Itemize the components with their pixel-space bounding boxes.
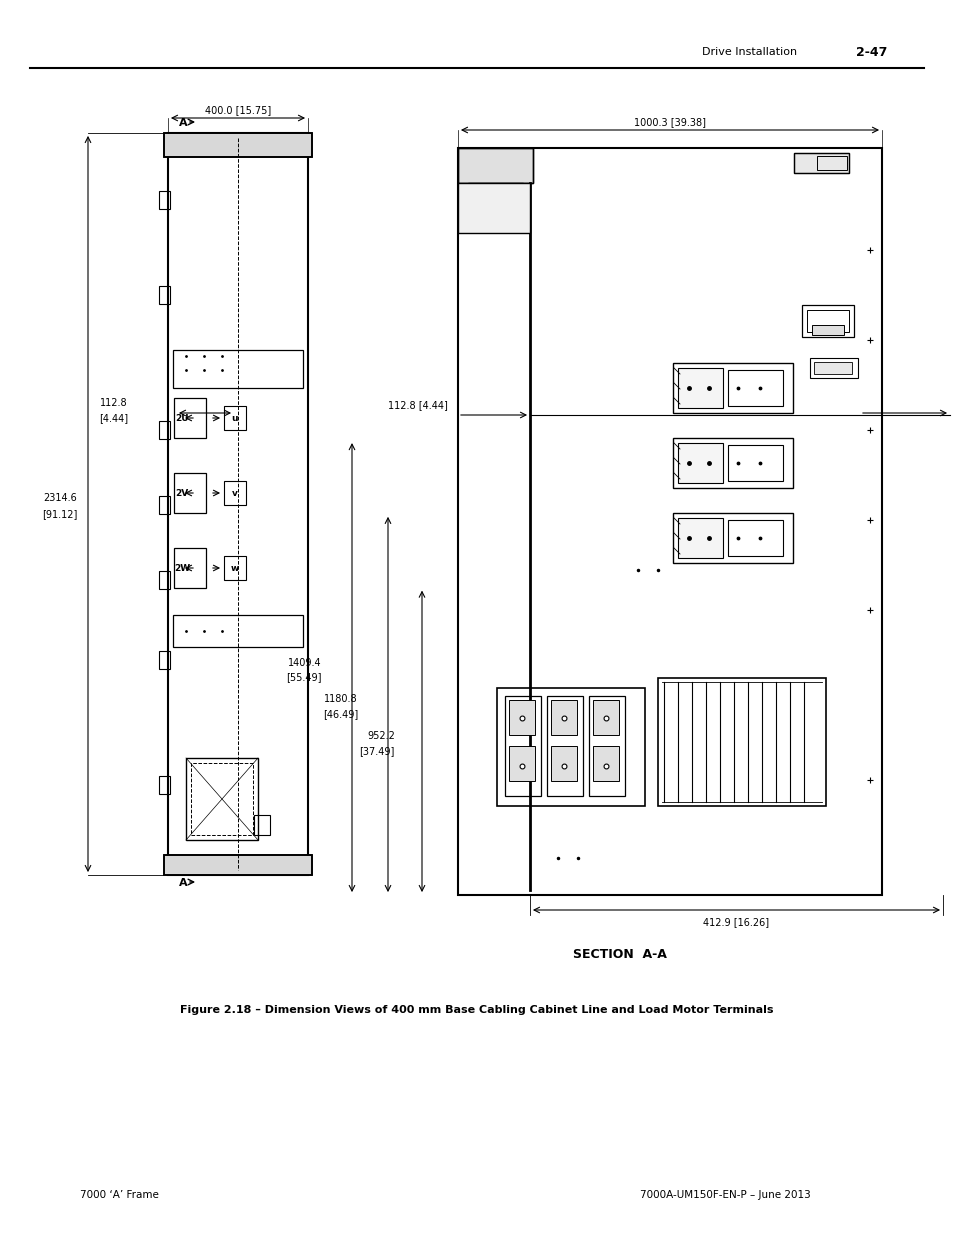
Bar [816, 156, 846, 170]
Bar [173, 548, 206, 588]
Bar [173, 473, 206, 513]
Bar [672, 363, 792, 412]
Bar [457, 148, 882, 895]
Text: 400.0 [15.75]: 400.0 [15.75] [205, 105, 271, 115]
Text: A: A [178, 878, 187, 888]
Text: 1409.4: 1409.4 [288, 657, 322, 668]
Text: [37.49]: [37.49] [359, 746, 395, 756]
Bar [172, 615, 303, 647]
Bar [593, 700, 618, 735]
Text: Figure 2.18 – Dimension Views of 400 mm Base Cabling Cabinet Line and Load Motor: Figure 2.18 – Dimension Views of 400 mm … [180, 1005, 773, 1015]
Bar [186, 758, 257, 840]
Bar [793, 153, 848, 173]
Bar [672, 438, 792, 488]
Bar [164, 133, 312, 157]
Bar [172, 350, 303, 388]
Text: 2314.6: 2314.6 [43, 493, 77, 503]
Bar [551, 700, 577, 735]
Bar [588, 697, 624, 797]
Text: 2W: 2W [173, 563, 190, 573]
Bar [159, 571, 170, 589]
Text: 2U: 2U [175, 414, 189, 422]
Bar [678, 517, 722, 558]
Text: 1180.8: 1180.8 [324, 694, 357, 704]
Text: Drive Installation: Drive Installation [701, 47, 797, 57]
Bar [159, 287, 170, 304]
Bar [811, 325, 843, 335]
Text: 7000A-UM150F-EN-P – June 2013: 7000A-UM150F-EN-P – June 2013 [639, 1191, 810, 1200]
Bar [806, 310, 848, 332]
Text: v: v [232, 489, 237, 498]
Text: 2V: 2V [175, 489, 189, 498]
Bar [159, 421, 170, 438]
Bar [168, 133, 308, 876]
Bar [727, 445, 782, 480]
Bar [801, 305, 853, 337]
Bar [727, 370, 782, 406]
Bar [509, 746, 535, 781]
Bar [468, 183, 522, 212]
Bar [159, 191, 170, 209]
Bar [224, 480, 246, 505]
Bar [678, 368, 722, 408]
Bar [457, 148, 533, 183]
Text: SECTION  A-A: SECTION A-A [573, 948, 666, 962]
Bar [727, 520, 782, 556]
Text: [55.49]: [55.49] [286, 673, 322, 683]
Text: 7000 ‘A’ Frame: 7000 ‘A’ Frame [80, 1191, 159, 1200]
Text: [91.12]: [91.12] [42, 509, 77, 519]
Bar [164, 855, 312, 876]
Bar [224, 406, 246, 430]
Text: 2-47: 2-47 [856, 46, 886, 58]
Text: 952.2: 952.2 [367, 731, 395, 741]
Text: 112.8: 112.8 [100, 398, 128, 408]
Bar [504, 697, 540, 797]
Text: 412.9 [16.26]: 412.9 [16.26] [702, 918, 769, 927]
Bar [173, 398, 206, 438]
Bar [546, 697, 582, 797]
Bar [678, 443, 722, 483]
Text: u: u [232, 414, 238, 422]
Bar [593, 746, 618, 781]
Bar [191, 763, 253, 835]
Bar [793, 153, 848, 173]
Bar [224, 556, 246, 580]
Bar [672, 513, 792, 563]
Bar [809, 358, 857, 378]
Bar [457, 148, 533, 183]
Bar [813, 362, 851, 374]
Bar [509, 700, 535, 735]
Bar [164, 133, 312, 157]
Text: [46.49]: [46.49] [322, 709, 357, 720]
Bar [253, 815, 270, 835]
Text: 112.8 [4.44]: 112.8 [4.44] [388, 400, 448, 410]
Text: 1000.3 [39.38]: 1000.3 [39.38] [634, 117, 705, 127]
Text: A: A [178, 119, 187, 128]
Bar [551, 746, 577, 781]
Bar [159, 776, 170, 794]
Bar [164, 855, 312, 876]
Bar [457, 183, 530, 233]
Bar [159, 651, 170, 669]
Bar [658, 678, 825, 806]
Text: w: w [231, 563, 239, 573]
Bar [159, 496, 170, 514]
Text: [4.44]: [4.44] [99, 412, 128, 424]
Bar [497, 688, 644, 806]
